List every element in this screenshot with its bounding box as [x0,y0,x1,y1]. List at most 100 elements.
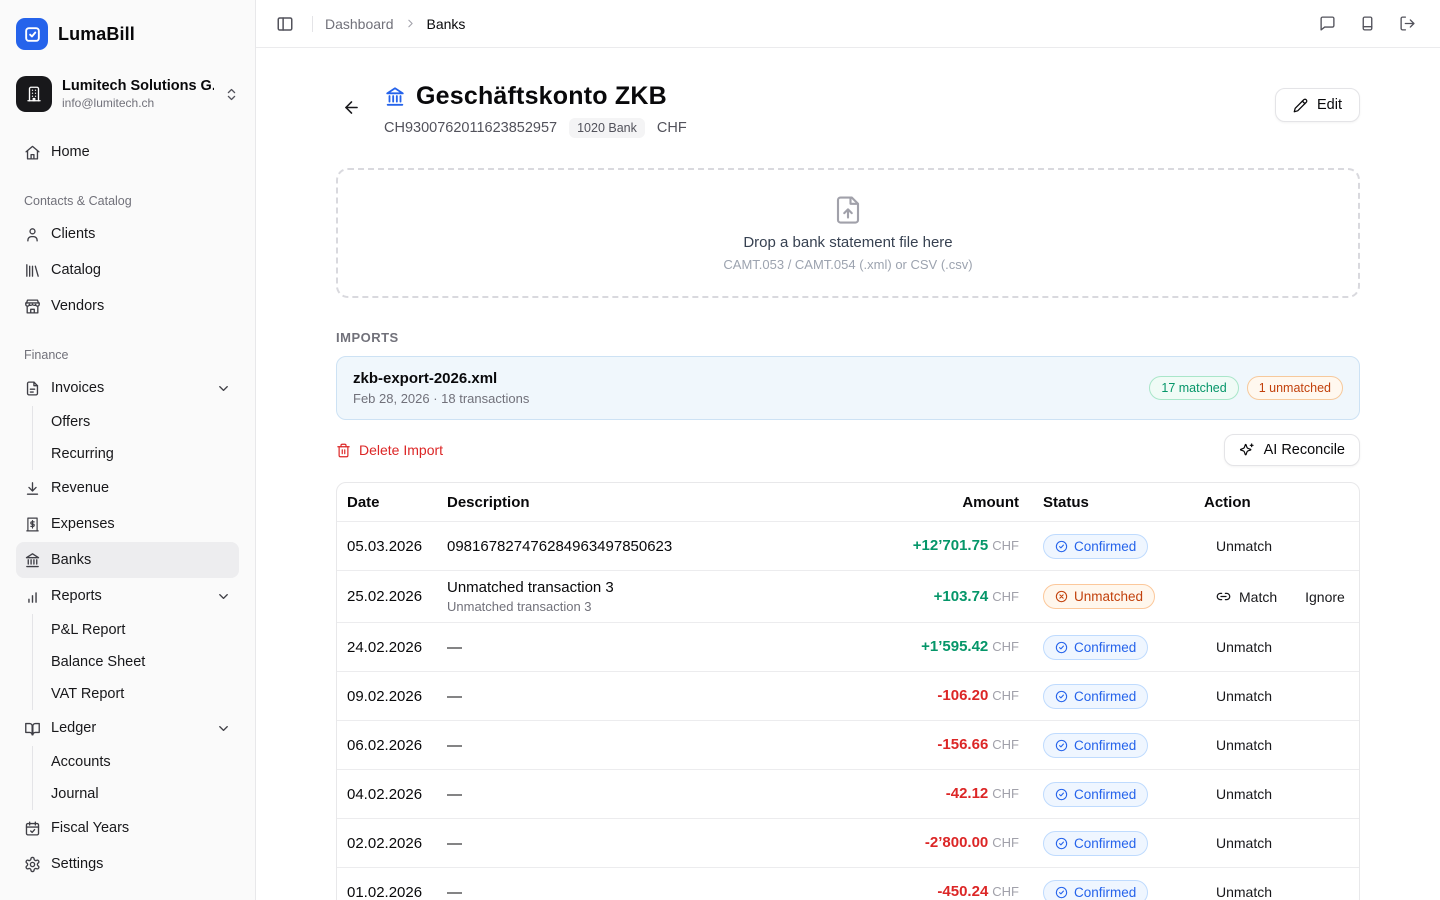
sidebar-item-invoices[interactable]: Invoices [16,370,239,406]
chevrons-up-down-icon [227,88,236,100]
topbar: Dashboard Banks [256,0,1440,48]
logout-button[interactable] [1392,9,1422,39]
match-button[interactable]: Match [1204,581,1289,613]
unmatch-button[interactable]: Unmatch [1204,876,1284,900]
org-email: info@lumitech.ch [62,96,155,110]
page-content: Geschäftskonto ZKB CH9300762011623852957… [256,48,1440,900]
transaction-amount: -42.12 [945,785,989,802]
back-button[interactable] [336,92,366,122]
row-actions: Unmatch [1194,721,1349,769]
book-open-icon [25,722,40,736]
org-avatar [16,76,52,112]
transaction-currency: CHF [992,786,1019,801]
building-icon [27,86,41,102]
row-actions: Unmatch [1194,819,1349,867]
breadcrumb: Dashboard Banks [325,16,465,32]
app-name: LumaBill [58,23,135,44]
org-name: Lumitech Solutions G... [62,78,214,94]
sidebar-item-balance-sheet[interactable]: Balance Sheet [51,654,146,670]
docs-button[interactable] [1352,9,1382,39]
sidebar-item-settings[interactable]: Settings [16,846,239,882]
statement-dropzone[interactable]: Drop a bank statement file here CAMT.053… [336,168,1360,298]
transaction-currency: CHF [992,737,1019,752]
sidebar-item-offers[interactable]: Offers [51,414,91,430]
sidebar-nav: Home Contacts & Catalog Clients Catalog … [16,134,239,882]
transaction-date: 05.03.2026 [347,537,423,555]
sidebar-item-clients[interactable]: Clients [16,216,239,252]
transaction-currency: CHF [992,588,1019,604]
edit-button[interactable]: Edit [1275,88,1360,122]
unmatch-button[interactable]: Unmatch [1204,827,1284,859]
bank-icon [25,552,40,567]
page-header: Geschäftskonto ZKB CH9300762011623852957… [336,82,1360,138]
sidebar-item-revenue[interactable]: Revenue [16,470,239,506]
import-card[interactable]: zkb-export-2026.xml Feb 28, 2026 · 18 tr… [336,356,1360,420]
check-circle-icon [1055,788,1068,800]
check-circle-icon [1055,540,1068,552]
transaction-date: 09.02.2026 [347,687,423,705]
sidebar-item-fiscal-years[interactable]: Fiscal Years [16,810,239,846]
status-badge: Confirmed [1043,683,1149,709]
table-row: 25.02.2026 Unmatched transaction 3 Unmat… [337,570,1359,622]
transaction-amount: +12’701.75 [912,537,989,554]
bar-chart-icon [28,591,37,603]
org-switcher[interactable]: Lumitech Solutions G... info@lumitech.ch [16,74,239,114]
transaction-amount: -450.24 [937,883,989,900]
sidebar-item-reports[interactable]: Reports [16,578,239,614]
unmatch-button[interactable]: Unmatch [1204,729,1284,761]
sidebar-item-accounts[interactable]: Accounts [51,754,111,770]
user-icon [27,227,38,242]
transaction-amount: -2’800.00 [924,834,989,851]
sidebar-item-vendors[interactable]: Vendors [16,288,239,324]
unmatch-button[interactable]: Unmatch [1204,680,1284,712]
transaction-description: — [447,638,462,656]
logo-check-icon [16,18,48,50]
transaction-date: 04.02.2026 [347,785,423,803]
feedback-button[interactable] [1312,9,1342,39]
sidebar-item-journal[interactable]: Journal [51,786,99,802]
sidebar-item-home[interactable]: Home [16,134,239,170]
unmatch-button[interactable]: Unmatch [1204,778,1284,810]
column-status: Status [1043,493,1089,511]
sidebar-item-catalog[interactable]: Catalog [16,252,239,288]
transaction-description: — [447,834,462,852]
x-circle-icon [1055,590,1068,603]
import-file-name: zkb-export-2026.xml [353,370,498,387]
row-actions: Match Ignore [1194,573,1349,621]
transaction-description: 098167827476284963497850623 [447,537,673,555]
breadcrumb-dashboard[interactable]: Dashboard [325,15,394,32]
delete-import-button[interactable]: Delete Import [336,442,443,458]
sidebar-toggle-button[interactable] [270,9,300,39]
status-badge: Unmatched [1043,584,1156,609]
ignore-button[interactable]: Ignore [1293,581,1357,613]
transaction-currency: CHF [992,639,1019,654]
ai-reconcile-button[interactable]: AI Reconcile [1223,434,1360,466]
account-badge: 1020 Bank [569,118,645,138]
dropzone-title: Drop a bank statement file here [743,233,953,251]
column-date: Date [347,493,380,511]
sidebar-item-expenses[interactable]: Expenses [16,506,239,542]
sidebar-item-vat-report[interactable]: VAT Report [51,686,125,702]
chevron-down-icon [219,725,228,731]
column-description: Description [447,493,530,511]
unmatch-button[interactable]: Unmatch [1204,631,1284,663]
row-actions: Unmatch [1194,623,1349,671]
transaction-description: — [447,883,462,900]
transaction-amount: -106.20 [937,687,989,704]
unmatch-button[interactable]: Unmatch [1204,530,1284,562]
section-contacts-catalog: Contacts & Catalog [24,194,132,208]
column-action: Action [1204,493,1251,511]
table-row: 24.02.2026 — +1’595.42 CHF Confirmed Unma… [337,622,1359,671]
table-row: 05.03.2026 098167827476284963497850623 +… [337,521,1359,570]
table-row: 06.02.2026 — -156.66 CHF Confirmed Unmatc… [337,720,1359,769]
transactions-table: Date Description Amount Status Action 05… [336,482,1360,900]
calendar-check-icon [25,820,40,836]
sidebar-item-pl-report[interactable]: P&L Report [51,622,126,638]
divider [312,15,313,32]
transaction-description: — [447,736,462,754]
sidebar-item-ledger[interactable]: Ledger [16,710,239,746]
transaction-currency: CHF [992,688,1019,703]
sidebar-item-recurring[interactable]: Recurring [51,446,114,462]
transaction-currency: CHF [992,538,1019,553]
sidebar-item-banks[interactable]: Banks [16,542,239,578]
